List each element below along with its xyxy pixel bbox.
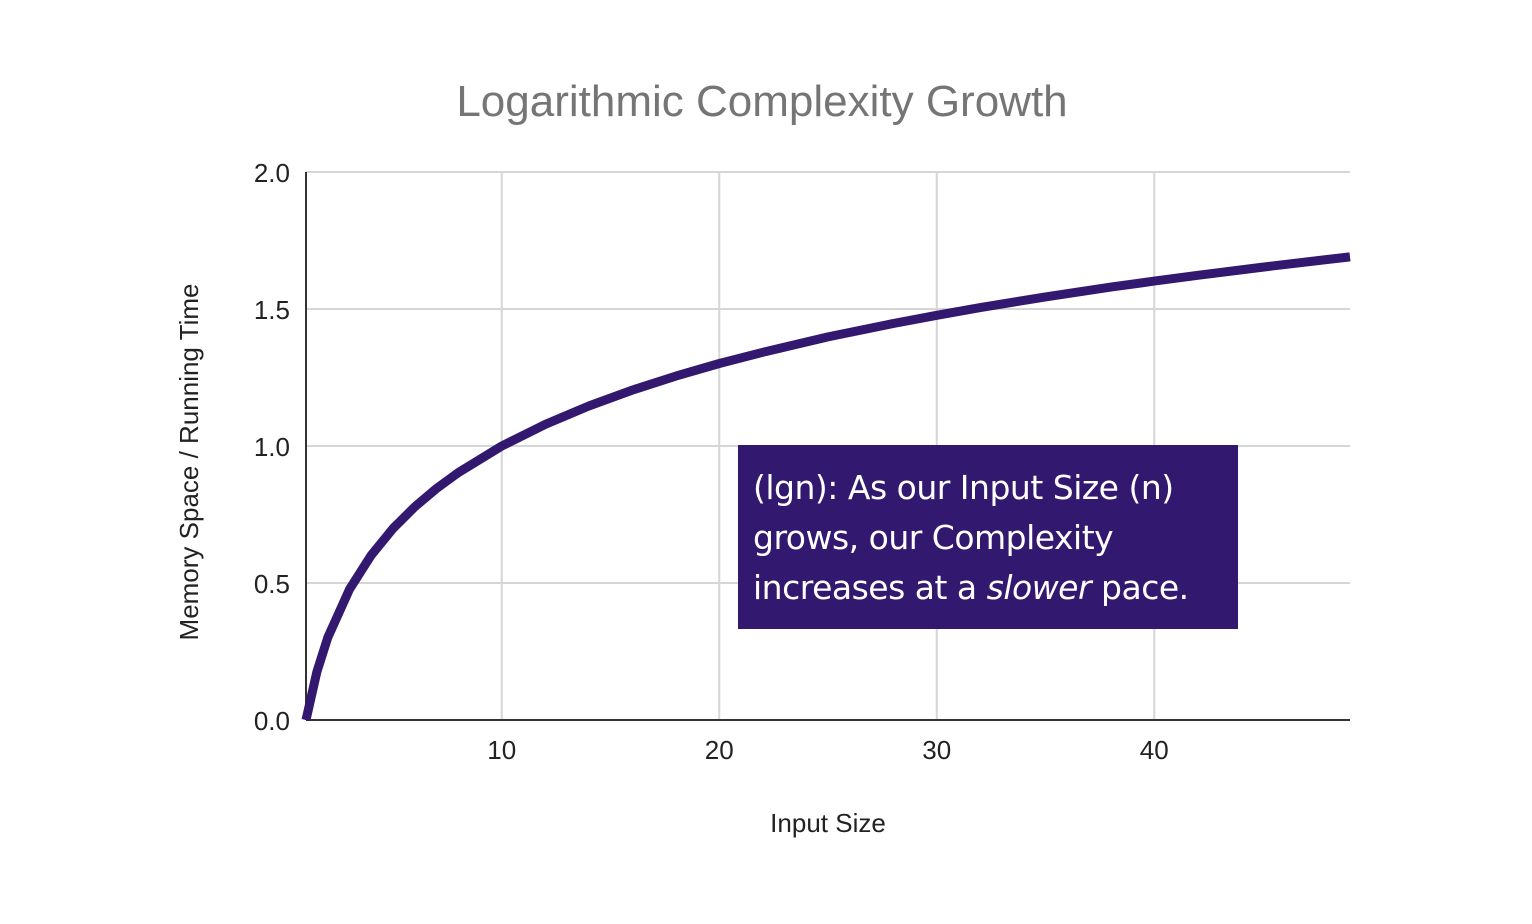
x-tick-label: 20	[705, 735, 734, 765]
tick-labels: 0.0 0.5 1.0 1.5 2.0 10 20 30 40	[254, 158, 1169, 765]
y-tick-label: 0.5	[254, 569, 290, 599]
annotation-line-3: increases at a slower pace.	[753, 563, 1224, 613]
annotation-line-3-start: increases at a	[753, 568, 987, 607]
series-lines	[301, 252, 1351, 721]
annotation-emphasis: slower	[986, 568, 1092, 607]
x-tick-label: 30	[922, 735, 951, 765]
y-tick-label: 2.0	[254, 158, 290, 188]
y-axis-label: Memory Space / Running Time	[174, 284, 204, 641]
x-tick-label: 10	[487, 735, 516, 765]
annotation-line-1: (lgn): As our Input Size (n)	[753, 468, 1174, 507]
annotation-line-3-end: pace.	[1091, 568, 1189, 607]
y-tick-label: 1.0	[254, 432, 290, 462]
annotation-line-2: grows, our Complexity	[753, 518, 1114, 557]
annotation-box: (lgn): As our Input Size (n) grows, our …	[738, 445, 1238, 629]
axes	[305, 172, 1350, 721]
x-tick-label: 40	[1140, 735, 1169, 765]
series-line	[301, 252, 1351, 721]
chart-title: Logarithmic Complexity Growth	[456, 77, 1067, 126]
x-axis-label: Input Size	[770, 808, 886, 838]
y-tick-label: 0.0	[254, 706, 290, 736]
y-tick-label: 1.5	[254, 295, 290, 325]
